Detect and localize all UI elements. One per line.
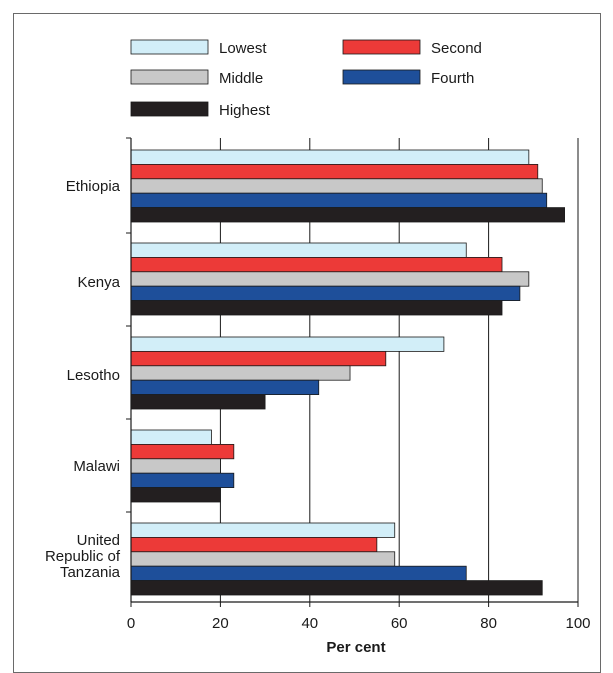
legend-swatch-lowest [130,39,209,55]
x-tick-label-80: 80 [480,615,497,632]
bar-kenya-second [130,256,503,273]
category-label-lesotho: Lesotho [67,367,120,384]
chart-legend: Lowest Second Middle Fourth Highest [130,39,482,119]
bar-united-republic-of-tanzania-lowest [130,522,396,538]
x-tick-label-20: 20 [212,615,229,632]
plot-area [126,137,579,603]
bar-ethiopia-lowest [130,149,530,165]
legend-label-second: Second [431,40,482,57]
bar-malawi-fourth [130,472,235,489]
bar-malawi-second [130,443,235,460]
bar-malawi-middle [130,458,221,474]
bar-ethiopia-second [130,163,539,180]
legend-label-fourth: Fourth [431,70,474,87]
x-axis-ticks: 0 20 40 60 80 100 [127,602,591,632]
legend-swatch-fourth [342,69,421,85]
legend-label-lowest: Lowest [219,40,267,57]
bar-kenya-highest [130,300,503,316]
bar-united-republic-of-tanzania-middle [130,551,396,567]
category-labels: Ethiopia Kenya Lesotho Malawi United Republic… [45,178,121,581]
legend-swatch-middle [130,69,209,85]
bar-lesotho-lowest [130,336,445,352]
chart-canvas: Lowest Second Middle Fourth Highest Ethiopia… [45,39,591,655]
bar-ethiopia-middle [130,178,543,194]
x-axis-title: Per cent [326,639,385,655]
legend-label-middle: Middle [219,70,263,87]
bar-kenya-middle [130,271,530,287]
legend-swatch-second [342,39,421,55]
bar-kenya-fourth [130,285,521,302]
bar-united-republic-of-tanzania-second [130,537,378,553]
legend-swatch-highest [130,101,209,117]
x-tick-label-100: 100 [565,615,590,632]
bar-lesotho-middle [130,365,351,381]
x-tick-label-40: 40 [301,615,318,632]
category-label-kenya: Kenya [77,274,120,291]
bar-lesotho-highest [130,394,266,410]
bar-united-republic-of-tanzania-fourth [130,565,467,582]
bar-ethiopia-highest [130,207,565,223]
bar-united-republic-of-tanzania-highest [130,580,543,596]
bar-lesotho-second [130,350,387,367]
bar-malawi-lowest [130,429,212,445]
category-label-malawi: Malawi [73,458,120,475]
bar-malawi-highest [130,487,221,503]
bar-kenya-lowest [130,242,467,258]
x-tick-label-60: 60 [391,615,408,632]
bar-lesotho-fourth [130,379,320,396]
bar-ethiopia-fourth [130,192,548,208]
category-label-united-republic-of-tanzania: United Republic of Tanzania [45,532,121,581]
category-label-ethiopia: Ethiopia [66,178,121,195]
legend-label-highest: Highest [219,102,271,119]
x-tick-label-0: 0 [127,615,135,632]
